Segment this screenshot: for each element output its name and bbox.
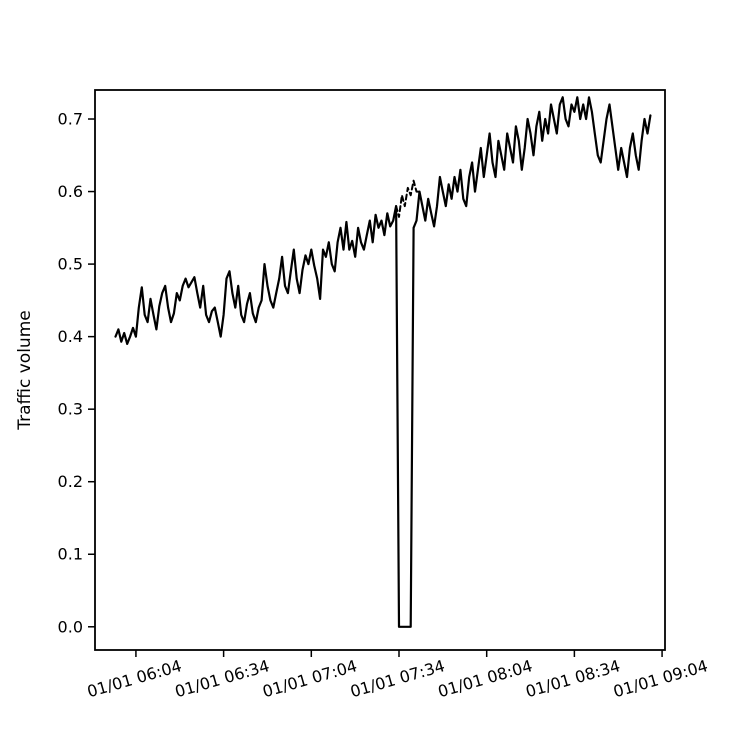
x-tick-label: 01/01 07:04 [260,656,359,701]
y-tick-label: 0.0 [58,617,83,636]
y-tick-label: 0.5 [58,255,83,274]
x-tick-label: 01/01 08:34 [523,656,622,701]
x-tick-label: 01/01 09:04 [611,656,710,701]
x-tick-label: 01/01 06:34 [173,656,272,701]
y-axis-title: Traffic volume [15,310,35,430]
series-traffic-expected-dashed [395,179,421,218]
y-tick-label: 0.1 [58,545,83,564]
series-traffic-actual [114,96,652,628]
plot-frame [94,89,666,651]
y-tick-label: 0.4 [58,327,83,346]
x-tick-label: 01/01 06:04 [85,656,184,701]
x-tick-label: 01/01 07:34 [348,656,447,701]
x-tick-label: 01/01 08:04 [436,656,535,701]
y-tick-label: 0.7 [58,110,83,129]
y-tick-label: 0.6 [58,182,83,201]
y-tick-label: 0.2 [58,472,83,491]
y-tick-label: 0.3 [58,400,83,419]
